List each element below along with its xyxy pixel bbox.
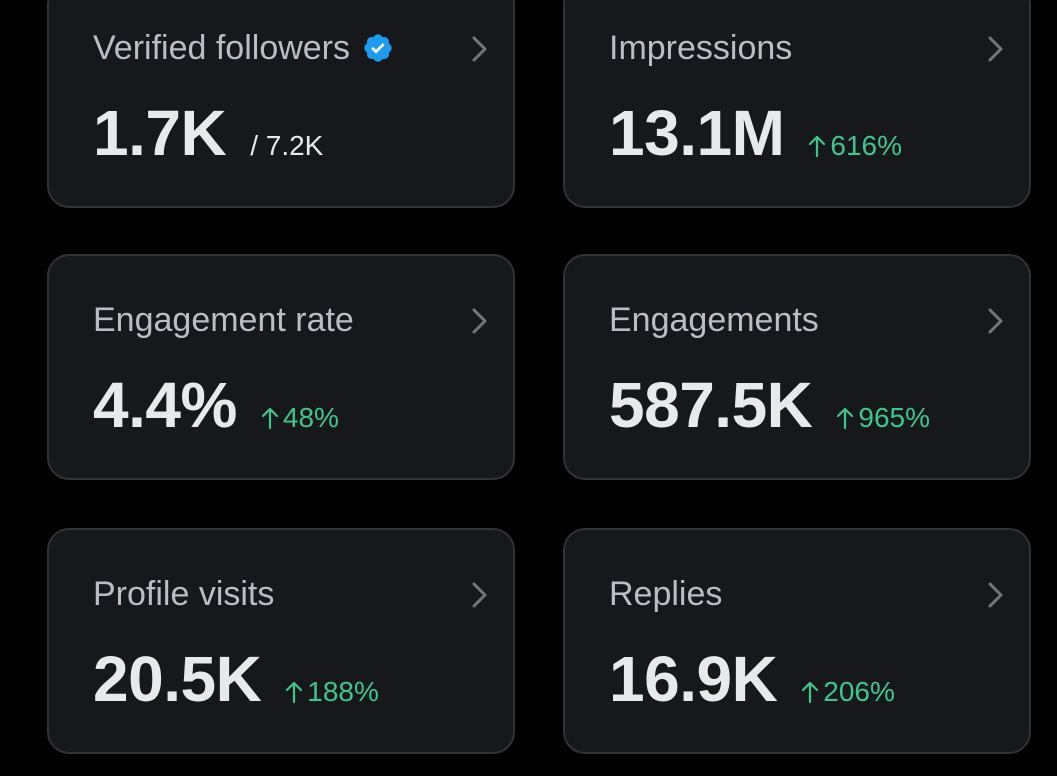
card-label: Impressions <box>609 29 793 67</box>
value-row: 13.1M 616% <box>609 98 902 168</box>
metric-delta: 965% <box>836 402 930 434</box>
metric-delta-value: 48% <box>282 402 339 433</box>
chevron-right-icon[interactable] <box>469 34 491 64</box>
value-row: 16.9K 206% <box>609 644 895 714</box>
metric-delta-value: 616% <box>830 130 902 161</box>
card-label-wrapper: Engagement rate <box>93 300 354 340</box>
arrow-up-icon <box>285 679 303 704</box>
card-label-wrapper: Profile visits <box>93 574 274 614</box>
chevron-right-icon[interactable] <box>469 580 491 610</box>
metric-value: 587.5K <box>609 369 813 441</box>
value-row: 1.7K / 7.2K <box>93 98 323 168</box>
card-profile-visits[interactable]: Profile visits 20.5K 188% <box>47 528 515 754</box>
chevron-right-icon[interactable] <box>985 580 1007 610</box>
card-engagements[interactable]: Engagements 587.5K 965% <box>563 254 1031 480</box>
metric-delta: 188% <box>285 676 379 708</box>
value-row: 20.5K 188% <box>93 644 379 714</box>
metric-total: / 7.2K <box>250 130 324 161</box>
arrow-up-icon <box>261 405 279 430</box>
arrow-up-icon <box>808 133 826 158</box>
card-label-wrapper: Replies <box>609 574 722 614</box>
chevron-right-icon[interactable] <box>985 306 1007 336</box>
card-label: Verified followers <box>93 29 351 67</box>
value-row: 4.4% 48% <box>93 370 339 440</box>
metric-value: 4.4% <box>93 369 237 441</box>
card-label: Replies <box>609 575 723 613</box>
card-label-wrapper: Engagements <box>609 300 819 340</box>
card-label: Engagement rate <box>93 301 354 339</box>
arrow-up-icon <box>836 405 854 430</box>
metric-value: 16.9K <box>609 643 778 715</box>
verified-badge-icon <box>362 32 394 64</box>
chevron-right-icon[interactable] <box>985 34 1007 64</box>
metric-value: 1.7K <box>93 97 227 169</box>
value-row: 587.5K 965% <box>609 370 930 440</box>
card-label: Engagements <box>609 301 819 339</box>
metric-delta-value: 206% <box>823 676 895 707</box>
card-label-wrapper: Impressions <box>609 28 792 68</box>
metric-delta-value: 965% <box>858 402 930 433</box>
card-verified-followers[interactable]: Verified followers 1.7K / 7.2K <box>47 0 515 208</box>
card-label-wrapper: Verified followers <box>93 28 394 68</box>
card-engagement-rate[interactable]: Engagement rate 4.4% 48% <box>47 254 515 480</box>
arrow-up-icon <box>801 679 819 704</box>
card-impressions[interactable]: Impressions 13.1M 616% <box>563 0 1031 208</box>
metric-delta-value: 188% <box>307 676 379 707</box>
metric-value: 20.5K <box>93 643 262 715</box>
card-replies[interactable]: Replies 16.9K 206% <box>563 528 1031 754</box>
chevron-right-icon[interactable] <box>469 306 491 336</box>
card-label: Profile visits <box>93 575 275 613</box>
metric-delta: 48% <box>261 402 339 434</box>
metric-value: 13.1M <box>609 97 785 169</box>
metric-delta: 206% <box>801 676 895 708</box>
metric-delta: 616% <box>808 130 902 162</box>
